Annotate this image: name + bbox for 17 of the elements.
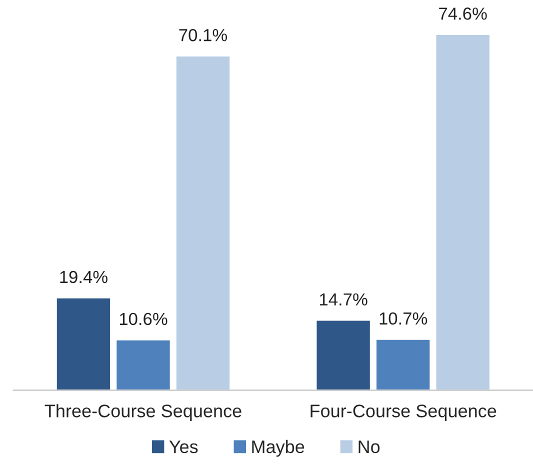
bar [375,338,432,390]
data-label: 19.4% [60,270,108,284]
x-tick-label: Four-Course Sequence [310,404,496,421]
legend-label: Maybe [252,440,304,457]
x-tick-label: Three-Course Sequence [44,404,242,421]
bar [56,296,112,390]
data-label: 10.7% [380,312,428,325]
data-label: 74.6% [439,8,487,20]
bar [434,34,491,390]
data-label: 14.7% [320,293,368,306]
bar [175,55,231,390]
bar [115,338,172,390]
legend-label: Yes [169,440,198,454]
data-label: 10.6% [120,312,168,326]
data-label: 70.1% [179,28,228,42]
legend-label: No [358,440,380,454]
bar [315,319,372,390]
